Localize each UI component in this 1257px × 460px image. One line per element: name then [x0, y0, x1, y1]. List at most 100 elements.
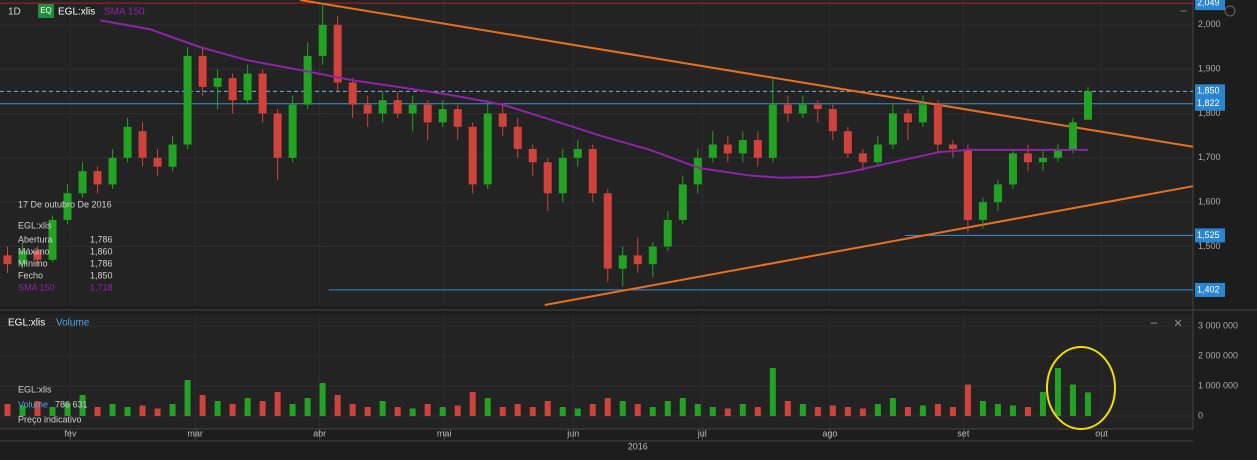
- candle-body: [558, 157, 567, 194]
- volume-bar: [724, 408, 731, 417]
- candle-body: [318, 24, 327, 56]
- candle-body: [858, 153, 867, 163]
- info-panel: Abertura 1,786 Máximo 1,860 Mínimo 1,786 Fecho…: [18, 234, 113, 292]
- candle-body: [933, 104, 942, 145]
- candle-body: [123, 126, 132, 158]
- candle-body: [483, 113, 492, 185]
- volume-bar: [964, 384, 971, 417]
- volume-bar: [79, 395, 86, 417]
- x-tick-label: mar: [187, 428, 203, 438]
- settings-icon[interactable]: [1224, 5, 1236, 17]
- volume-bar: [124, 407, 131, 417]
- volume-bar: [319, 383, 326, 417]
- candle-body: [918, 104, 927, 123]
- volume-legend-note: Preço indicativo: [18, 414, 82, 424]
- candle-body: [333, 24, 342, 83]
- volume-bar: [409, 408, 416, 417]
- plot: [0, 0, 1194, 417]
- x-tick-label: set: [957, 428, 970, 438]
- candle-body: [513, 126, 522, 149]
- y-tick-label: 2,000: [1198, 19, 1221, 29]
- info-value: 1,786: [90, 234, 113, 244]
- badge-box: [38, 4, 54, 18]
- y-tick-label: 1,800: [1198, 108, 1221, 118]
- symbol: EGL:xlis: [58, 7, 95, 18]
- volume-bar: [634, 404, 641, 417]
- candle-body: [243, 73, 252, 101]
- candle-body: [423, 104, 432, 123]
- candle-body: [468, 126, 477, 185]
- volume-bar: [214, 401, 221, 417]
- candle-body: [48, 219, 57, 260]
- candle-body: [798, 104, 807, 114]
- candle-body: [63, 193, 72, 220]
- volume-bar: [484, 398, 491, 417]
- candle-body: [633, 255, 642, 265]
- candle-body: [138, 131, 147, 158]
- volume-legend-name: Volume: [18, 399, 48, 409]
- volume-bar: [589, 404, 596, 417]
- volume-bar: [154, 408, 161, 417]
- x-axis-label: 2016: [628, 441, 648, 451]
- volume-bar: [934, 404, 941, 417]
- volume-tick-label: 1 000 000: [1198, 380, 1238, 390]
- x-tick-label: mai: [437, 428, 452, 438]
- level-tag: [1195, 96, 1225, 111]
- volume-bar: [274, 392, 281, 417]
- candle-body: [498, 113, 507, 127]
- volume-tick-label: 2 000 000: [1198, 350, 1238, 360]
- y-tick-label: 1,500: [1198, 241, 1221, 251]
- volume-legend-symbol: EGL:xlis: [18, 384, 52, 394]
- trendline: [544, 185, 1194, 306]
- level-tag: [1195, 84, 1225, 99]
- info-label: Máximo: [18, 246, 50, 256]
- volume-bar: [289, 404, 296, 417]
- candle-body: [693, 157, 702, 185]
- volume-bar: [1054, 368, 1061, 417]
- volume-tick-label: 0: [1198, 410, 1203, 420]
- volume-bar: [709, 407, 716, 417]
- candle-body: [1053, 148, 1062, 158]
- volume-symbol: EGL:xlis: [8, 318, 45, 329]
- info-date: 17 De outubro De 2016: [18, 199, 112, 209]
- close-icon[interactable]: ×: [1174, 315, 1182, 331]
- minimize-icon[interactable]: −: [1180, 4, 1187, 18]
- candle-body: [828, 109, 837, 132]
- volume-bar: [514, 404, 521, 417]
- volume-bar: [469, 392, 476, 417]
- minimize-icon[interactable]: −: [1150, 315, 1158, 330]
- volume-bar: [304, 398, 311, 417]
- candle-body: [303, 55, 312, 105]
- candle-body: [663, 219, 672, 247]
- sma-line: [100, 19, 1088, 179]
- volume-bar: [919, 405, 926, 417]
- candle-body: [378, 100, 387, 114]
- volume-bar: [349, 404, 356, 417]
- volume-bar: [949, 407, 956, 417]
- candle-body: [453, 109, 462, 127]
- badge: EQ: [40, 6, 52, 15]
- candle-body: [738, 140, 747, 154]
- candle-body: [873, 144, 882, 163]
- level-tag: [1195, 282, 1225, 297]
- volume-bar: [889, 398, 896, 417]
- period: 1D: [8, 7, 21, 18]
- volume-bar: [604, 398, 611, 417]
- x-tick-label: jun: [566, 428, 579, 438]
- x-tick-label: fev: [65, 428, 78, 438]
- candle-body: [228, 78, 237, 101]
- info-label: Abertura: [18, 234, 53, 244]
- volume-panel: [0, 314, 1193, 429]
- volume-bar: [1069, 384, 1076, 417]
- level-tag-label: 1,525: [1197, 230, 1220, 240]
- volume-bar: [4, 404, 11, 417]
- volume-bar: [904, 407, 911, 417]
- volume-legend-value: 786 631: [55, 399, 88, 409]
- volume-bar: [199, 395, 206, 417]
- candle-body: [33, 250, 42, 260]
- volume-bar: [1039, 392, 1046, 417]
- candle-body: [108, 157, 117, 185]
- candle-body: [408, 104, 417, 114]
- candle-body: [588, 148, 597, 194]
